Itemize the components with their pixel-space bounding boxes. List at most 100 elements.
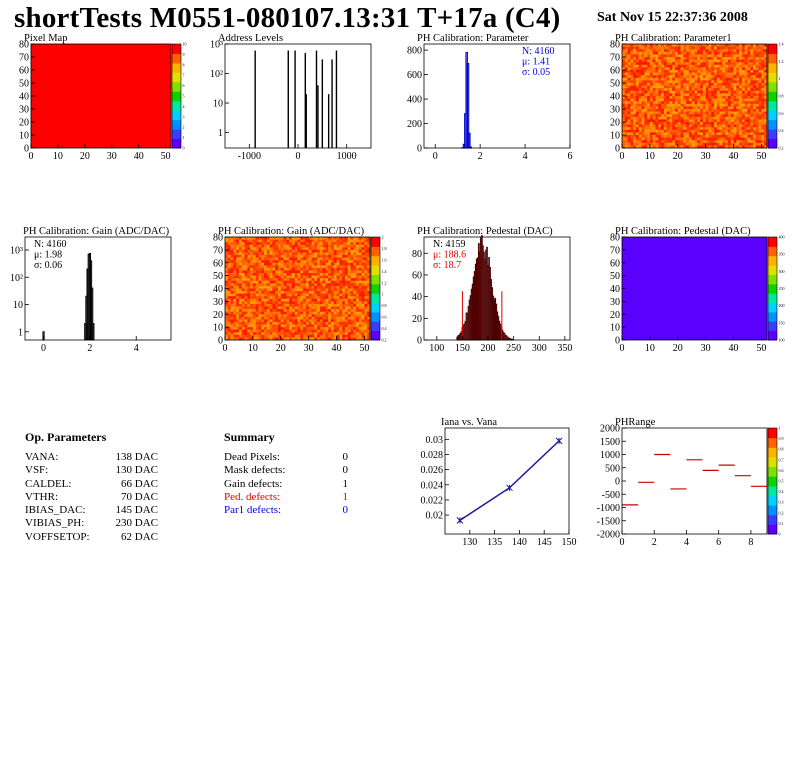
heatmap-cell xyxy=(347,257,351,261)
heatmap-cell xyxy=(688,59,693,63)
heatmap-cell xyxy=(666,132,670,136)
heatmap-cell xyxy=(336,298,340,302)
heatmap-cell xyxy=(350,239,354,243)
heatmap-cell xyxy=(716,59,720,63)
heatmap-cell xyxy=(275,329,279,333)
heatmap-cell xyxy=(708,124,712,128)
heatmap-cell xyxy=(286,265,290,269)
heatmap-cell xyxy=(258,285,262,289)
heatmap-cell xyxy=(725,114,729,118)
heatmap-cell xyxy=(286,244,290,248)
heatmap-cell xyxy=(322,337,326,341)
heatmap-cell xyxy=(627,137,631,141)
heatmap-cell xyxy=(736,72,740,76)
heatmap-cell xyxy=(347,298,351,302)
heatmap-cell xyxy=(330,252,335,256)
heatmap-cell xyxy=(714,96,718,99)
heatmap-cell xyxy=(677,46,681,50)
heatmap-cell xyxy=(227,260,231,264)
heatmap-cell xyxy=(247,324,251,328)
heatmap-cell xyxy=(711,64,715,68)
heatmap-cell xyxy=(319,301,323,305)
heatmap-cell xyxy=(225,280,229,284)
heatmap-cell xyxy=(714,77,718,81)
heatmap-cell xyxy=(661,98,665,102)
heatmap-cell xyxy=(230,301,234,305)
heatmap-cell xyxy=(700,44,704,47)
heatmap-cell xyxy=(233,324,237,328)
heatmap-cell xyxy=(633,98,637,102)
heatmap-cell xyxy=(283,306,287,310)
heatmap-cell xyxy=(630,96,634,99)
heatmap-cell xyxy=(697,140,701,144)
heatmap-cell xyxy=(269,273,273,276)
heatmap-cell xyxy=(680,64,684,68)
summary-value: 0 xyxy=(342,504,349,517)
data-point xyxy=(456,517,464,524)
heatmap-cell xyxy=(328,257,332,261)
heatmap-cell xyxy=(227,334,231,338)
heatmap-cell xyxy=(303,293,307,297)
heatmap-cell xyxy=(677,109,681,112)
colorbar-segment xyxy=(768,466,777,477)
heatmap-cell xyxy=(230,285,234,289)
heatmap-cell xyxy=(638,124,642,128)
heatmap-cell xyxy=(361,262,365,266)
heatmap-cell xyxy=(641,137,645,141)
y-tick-label: 0 xyxy=(417,336,422,347)
heatmap-cell xyxy=(730,116,734,120)
heatmap-cell xyxy=(702,109,706,112)
heatmap-cell xyxy=(238,270,243,274)
heatmap-cell xyxy=(258,293,262,297)
heatmap-cell xyxy=(747,122,751,125)
heatmap-cell xyxy=(702,142,706,146)
heatmap-cell xyxy=(755,129,759,133)
heatmap-cell xyxy=(333,283,337,287)
heatmap-cell xyxy=(367,242,371,246)
heatmap-cell xyxy=(658,88,662,92)
heatmap-cell xyxy=(311,283,315,287)
heatmap-cell xyxy=(658,80,662,84)
heatmap-cell xyxy=(286,298,290,302)
heatmap-cell xyxy=(286,242,290,246)
heatmap-cell xyxy=(328,247,332,251)
heatmap-cell xyxy=(258,255,262,258)
heatmap-cell xyxy=(663,85,667,89)
heatmap-cell xyxy=(624,129,628,133)
summary-table: Summary Dead Pixels: 0 Mask defects: 0 Gai… xyxy=(224,430,348,517)
heatmap-cell xyxy=(233,244,237,248)
heatmap-cell xyxy=(716,83,720,86)
heatmap-cell xyxy=(683,83,687,86)
heatmap-cell xyxy=(336,309,340,312)
heatmap-cell xyxy=(244,270,248,274)
heatmap-cell xyxy=(266,332,270,336)
heatmap-cell xyxy=(269,329,273,333)
heatmap-cell xyxy=(225,260,229,264)
heatmap-cell xyxy=(666,135,670,138)
heatmap-cell xyxy=(694,54,698,58)
heatmap-cell xyxy=(627,132,631,136)
op-param-row: CALDEL: 66 DAC xyxy=(25,478,158,491)
heatmap-cell xyxy=(319,332,323,336)
heatmap-cell xyxy=(328,242,332,246)
heatmap-cell xyxy=(230,280,234,284)
heatmap-cell xyxy=(241,267,245,271)
heatmap-cell xyxy=(736,83,740,86)
heatmap-cell xyxy=(300,314,304,318)
heatmap-cell xyxy=(353,273,357,276)
heatmap-cell xyxy=(258,298,262,302)
heatmap-cell xyxy=(730,72,734,76)
heatmap-cell xyxy=(305,265,309,269)
heatmap-cell xyxy=(336,265,340,269)
heatmap-cell xyxy=(350,262,354,266)
ph-pedestal-hist-panel: PH Calibration: Pedestal (DAC)100 150 200 2… xyxy=(412,226,572,354)
heatmap-cell xyxy=(250,285,254,289)
heatmap-cell xyxy=(677,96,681,99)
heatmap-cell xyxy=(727,88,732,92)
heatmap-cell xyxy=(730,46,734,50)
heatmap-cell xyxy=(714,129,718,133)
heatmap-cell xyxy=(627,54,631,58)
heatmap-cell xyxy=(663,51,667,55)
heatmap-cell xyxy=(236,324,240,328)
heatmap-cell xyxy=(672,64,676,68)
